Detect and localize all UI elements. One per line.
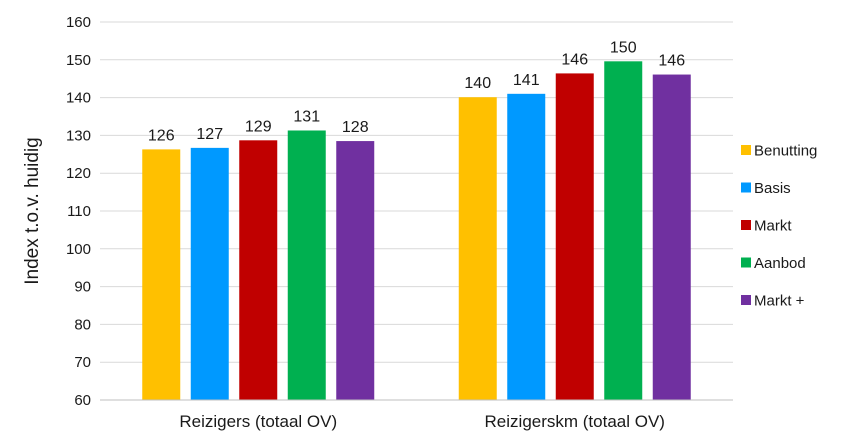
y-tick-label: 70 (74, 354, 91, 371)
bar-basis-1 (507, 93, 546, 400)
legend-label: Markt + (754, 293, 805, 310)
bar-aanbod-0 (287, 130, 326, 400)
data-label: 131 (293, 108, 320, 125)
bar-markt-1 (555, 73, 594, 401)
y-tick-label: 140 (66, 90, 91, 107)
legend-swatch (741, 182, 751, 193)
data-label: 140 (464, 75, 491, 92)
y-tick-label: 90 (74, 279, 91, 296)
y-tick-label: 160 (66, 14, 91, 31)
data-label: 146 (658, 53, 685, 70)
y-tick-label: 60 (74, 392, 91, 409)
x-axis-categories: Reizigers (totaal OV) Reizigerskm (totaal… (179, 412, 665, 431)
legend-swatch (741, 295, 751, 305)
legend-swatch (741, 145, 751, 155)
data-label: 127 (196, 126, 223, 143)
legend-label: Aanbod (754, 255, 806, 272)
bars (142, 61, 691, 401)
data-labels: 126 127 129 131 128 140 141 146 150 146 (148, 39, 685, 144)
bar-markt-0 (336, 141, 375, 400)
data-label: 146 (561, 51, 588, 68)
legend-label: Benutting (754, 143, 817, 160)
legend: Benutting Basis Markt Aanbod Markt + (741, 143, 817, 310)
x-category-label: Reizigers (totaal OV) (179, 412, 337, 431)
y-tick-label: 130 (66, 127, 91, 144)
legend-label: Basis (754, 180, 791, 197)
y-tick-label: 150 (66, 52, 91, 69)
y-axis-ticks: 60 70 80 90 100 110 120 130 140 150 160 (66, 14, 91, 409)
data-label: 150 (610, 39, 637, 56)
bar-markt-0 (239, 140, 278, 400)
bar-aanbod-1 (604, 61, 643, 400)
y-tick-label: 120 (66, 165, 91, 182)
data-label: 129 (245, 118, 272, 135)
y-tick-label: 80 (74, 316, 91, 333)
legend-label: Markt (754, 218, 792, 235)
data-label: 141 (513, 72, 540, 89)
bar-basis-0 (190, 147, 229, 400)
y-tick-label: 110 (67, 203, 91, 220)
legend-swatch (741, 257, 751, 268)
bar-markt-1 (652, 74, 691, 401)
x-category-label: Reizigerskm (totaal OV) (485, 412, 665, 431)
data-label: 128 (342, 119, 369, 136)
y-axis-label: Index t.o.v. huidig (22, 137, 43, 285)
bar-benutting-0 (142, 149, 181, 400)
data-label: 126 (148, 127, 175, 144)
y-tick-label: 100 (66, 241, 91, 258)
bar-benutting-1 (458, 97, 497, 401)
legend-swatch (741, 220, 751, 230)
